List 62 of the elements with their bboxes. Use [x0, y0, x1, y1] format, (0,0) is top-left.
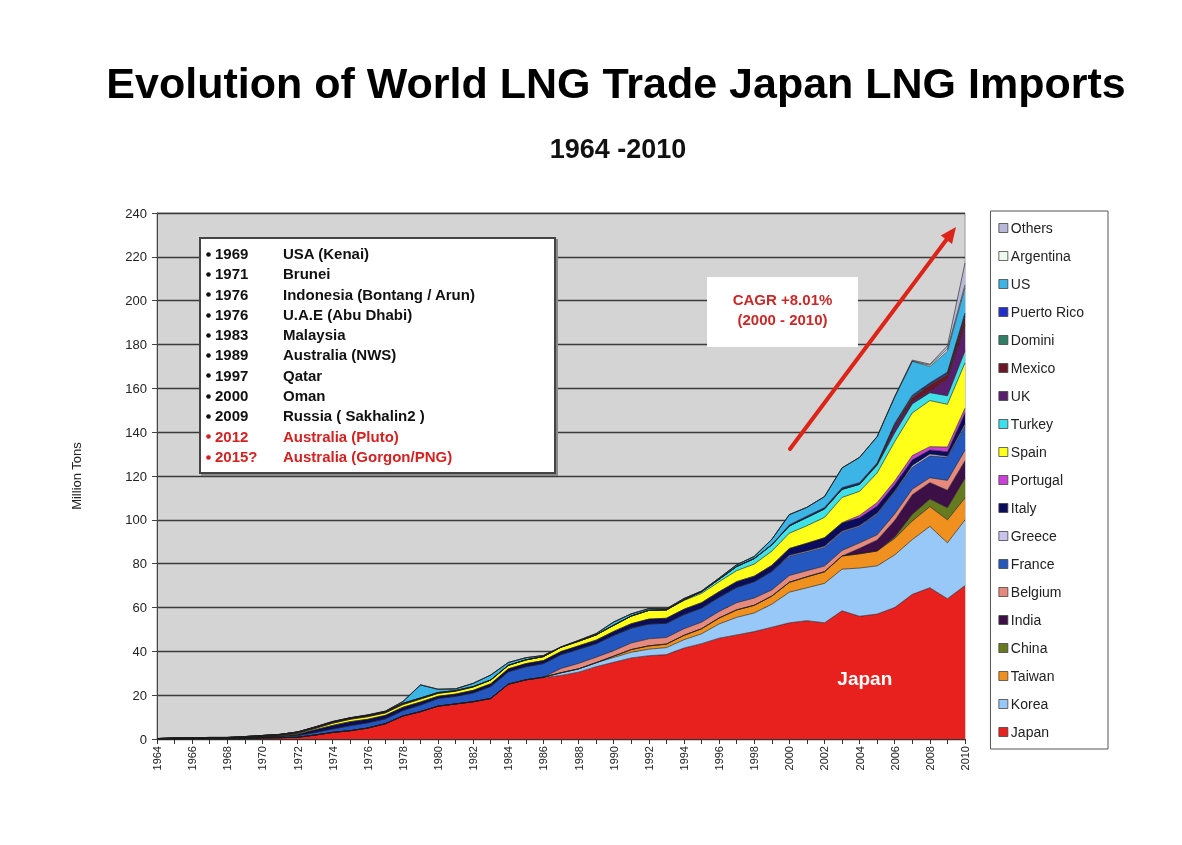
- x-tick-label: 1984: [502, 746, 515, 771]
- x-tick-label: 1974: [326, 746, 339, 771]
- y-tick-label: 20: [132, 687, 147, 703]
- x-tick-label: 1986: [537, 746, 550, 771]
- x-tick-label: 1964: [151, 746, 163, 771]
- legend-label: China: [1010, 640, 1048, 656]
- y-tick-label: 80: [132, 556, 147, 572]
- legend-label: Taiwan: [1010, 668, 1055, 684]
- legend-label: Others: [1010, 220, 1053, 236]
- text: Japan: [837, 667, 893, 689]
- legend-label: France: [1010, 556, 1055, 572]
- legend-label: Puerto Rico: [1010, 304, 1085, 320]
- x-tick-label: 2000: [783, 746, 796, 771]
- legend-label: Portugal: [1010, 472, 1064, 488]
- x-tick-label: 1994: [677, 746, 690, 771]
- x-tick-label: 1996: [713, 746, 726, 771]
- text-box: 1969 USA (Kenai) 1971 Brunei 1976 Indonesia (Bontang / Arun) 1976 U.A.E (Abu Dhabi) 1983 Malaysia 1989 Australia (NWS) 1997 Qatar 2000 Oman 2009 Russia ( Sakhalin2 ) 2012 Australia (Pluto) 2015? Australia (Gorgon/PNG): [199, 237, 556, 475]
- x-tick-label: 1978: [396, 746, 409, 771]
- x-tick-label: 1970: [256, 746, 269, 771]
- y-tick-label: 0: [139, 731, 147, 747]
- y-tick-label: 200: [125, 293, 147, 309]
- text-box: CAGR +8.01% (2000 - 2010): [707, 277, 858, 347]
- x-tick-label: 1982: [467, 746, 480, 771]
- y-tick-label: 100: [125, 512, 147, 528]
- y-tick-label: 140: [125, 424, 147, 440]
- x-tick-label: 2004: [853, 746, 866, 771]
- x-tick-label: 1972: [291, 746, 304, 771]
- chart-subtitle: 1964 -2010: [549, 133, 687, 164]
- x-tick-label: 1968: [221, 746, 234, 771]
- y-tick-label: 160: [125, 380, 147, 396]
- legend-label: India: [1010, 612, 1042, 628]
- y-tick-label: 180: [125, 337, 147, 352]
- y-tick-label: 240: [125, 205, 147, 221]
- y-tick-label: 60: [132, 600, 147, 615]
- legend-label: Japan: [1010, 724, 1050, 740]
- legend-label: UK: [1010, 388, 1031, 404]
- x-tick-label: 2002: [818, 746, 831, 771]
- legend-label: Italy: [1010, 500, 1037, 516]
- y-tick-label: 220: [125, 249, 147, 265]
- x-tick-label: 1998: [748, 746, 761, 771]
- y-tick-label: 40: [132, 643, 147, 659]
- x-tick-label: 2006: [888, 746, 901, 771]
- legend-label: Spain: [1010, 444, 1047, 460]
- x-tick-label: 2010: [959, 746, 971, 771]
- legend-label: Greece: [1010, 528, 1057, 544]
- x-tick-label: 1990: [607, 746, 620, 771]
- x-tick-label: 2008: [923, 746, 936, 771]
- y-tick-label: 120: [125, 468, 147, 484]
- legend-label: Korea: [1010, 696, 1049, 712]
- chart-title: Evolution of World LNG Trade Japan LNG Imports: [106, 58, 1126, 107]
- x-tick-label: 1976: [361, 746, 374, 771]
- x-tick-label: 1988: [572, 746, 585, 771]
- x-tick-label: 1980: [432, 746, 445, 771]
- x-tick-label: 1966: [186, 746, 199, 771]
- legend-label: Argentina: [1010, 248, 1071, 264]
- x-tick-label: 1992: [642, 746, 655, 771]
- y-axis-title: Million Tons: [69, 441, 84, 510]
- legend-label: Turkey: [1010, 416, 1054, 432]
- legend-label: US: [1010, 276, 1031, 292]
- legend-label: Mexico: [1010, 360, 1056, 376]
- legend-label: Domini: [1010, 332, 1055, 348]
- legend-label: Belgium: [1010, 584, 1062, 600]
